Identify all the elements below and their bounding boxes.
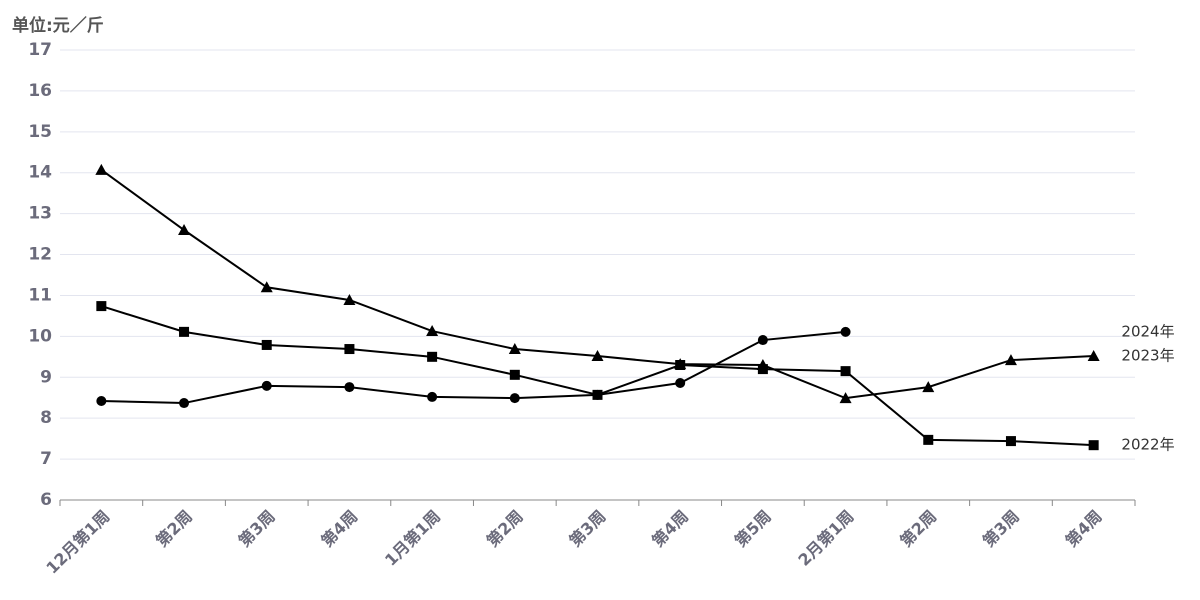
point [427,351,438,362]
point [840,326,851,337]
x-tick-label: 2月第1周 [794,507,857,570]
y-tick-label: 13 [28,204,52,224]
y-tick-label: 7 [40,449,52,469]
y-tick-label: 15 [28,122,52,142]
x-tick-label: 12月第1周 [42,507,113,578]
point [343,293,356,305]
point [344,344,355,355]
series-label: 2024年 [1121,322,1174,340]
y-tick-label: 9 [40,367,52,387]
point [344,382,355,393]
x-tick-label: 第3周 [235,507,279,551]
x-tick-label: 第2周 [483,507,527,551]
series-line [100,169,1094,400]
point [509,393,520,404]
point [179,326,190,337]
y-tick-label: 16 [28,81,52,101]
series-label: 2023年 [1121,347,1174,365]
y-tick-label: 11 [28,285,52,305]
series-label: 2022年 [1121,436,1174,454]
x-tick-label: 第2周 [896,507,940,551]
point [426,325,439,337]
point [840,366,851,377]
y-tick-label: 17 [28,40,52,60]
point [675,378,686,388]
x-tick-label: 第3周 [979,507,1023,551]
y-tick-label: 6 [40,490,52,510]
x-tick-label: 1月第1周 [381,507,444,570]
point [178,224,191,235]
point [923,434,934,445]
point [508,343,521,355]
point [757,364,768,375]
y-tick-label: 14 [28,163,52,183]
point [509,369,520,380]
x-tick-label: 第3周 [566,507,610,551]
x-tick-label: 第2周 [152,507,196,551]
point [96,396,107,406]
y-tick-label: 10 [28,326,52,346]
point [922,381,935,393]
point [839,392,852,404]
point [261,339,272,350]
point [179,398,190,409]
series-line [101,305,1094,447]
point [757,335,768,346]
point [1005,436,1016,447]
point [1088,440,1099,451]
y-tick-label: 12 [28,245,52,265]
unit-label: 单位:元／斤 [12,15,104,36]
point [1087,350,1100,361]
x-tick-label: 第5周 [731,507,775,551]
y-tick-label: 8 [40,408,52,428]
point [96,301,107,312]
point [260,281,273,293]
point [1004,354,1017,366]
x-tick-label: 第4周 [317,507,361,551]
x-tick-label: 第4周 [1062,507,1106,551]
point [95,163,108,175]
point [592,389,603,400]
series-line [101,330,846,405]
point [427,391,438,402]
point [675,360,686,370]
x-tick-label: 第4周 [648,507,692,551]
point [261,380,272,391]
point [591,350,604,361]
